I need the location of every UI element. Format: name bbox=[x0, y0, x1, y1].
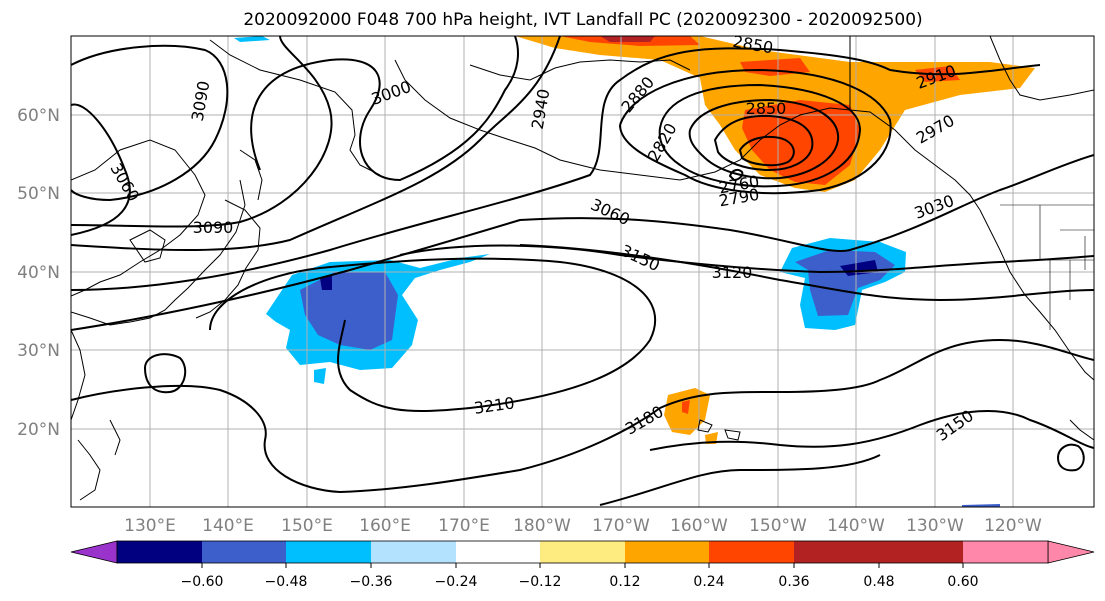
map-frame bbox=[70, 35, 1095, 508]
ivt-negative-shading bbox=[234, 36, 1000, 507]
colorbar-segment bbox=[625, 541, 709, 563]
colorbar-segment bbox=[202, 541, 286, 563]
colorbar-segment bbox=[879, 541, 963, 563]
contour-label: 3090 bbox=[193, 218, 234, 237]
colorbar-segment bbox=[371, 541, 456, 563]
lon-label: 150°W bbox=[749, 516, 807, 536]
chart-title: 2020092000 F048 700 hPa height, IVT Land… bbox=[243, 10, 922, 30]
colorbar-tick-label: −0.12 bbox=[519, 574, 562, 590]
height-contours bbox=[71, 36, 1094, 506]
colorbar-high-extension bbox=[1047, 540, 1095, 564]
contour-label: 2850 bbox=[746, 99, 787, 118]
lon-label: 140°W bbox=[827, 516, 885, 536]
contour-label: 2850 bbox=[731, 32, 774, 58]
coastlines bbox=[71, 36, 1094, 501]
lat-label: 20°N bbox=[17, 420, 60, 440]
colorbar-tick-label: 0.36 bbox=[778, 574, 809, 590]
colorbar-ticks bbox=[201, 563, 964, 568]
lon-label: 170°W bbox=[592, 516, 650, 536]
colorbar-segment bbox=[794, 541, 879, 563]
lat-label: 50°N bbox=[17, 184, 60, 204]
colorbar-tick-label: 0.48 bbox=[863, 574, 894, 590]
colorbar-segment bbox=[709, 541, 794, 563]
latitude-labels: 20°N 30°N 40°N 50°N 60°N bbox=[17, 106, 60, 440]
colorbar-tick-label: 0.12 bbox=[609, 574, 640, 590]
lon-label: 180°W bbox=[513, 516, 571, 536]
colorbar-segment bbox=[456, 541, 540, 563]
colorbar-segment bbox=[117, 541, 202, 563]
colorbar-tick-label: −0.48 bbox=[265, 574, 308, 590]
colorbar-tick-label: 0.24 bbox=[693, 574, 724, 590]
colorbar-tick-label: −0.36 bbox=[350, 574, 393, 590]
lon-label: 120°W bbox=[984, 516, 1042, 536]
colorbar-tick-label: 0.60 bbox=[947, 574, 978, 590]
colorbar-tick-label: −0.60 bbox=[181, 574, 224, 590]
colorbar-segment bbox=[963, 541, 1048, 563]
gridlines bbox=[71, 36, 1094, 507]
colorbar-segment bbox=[540, 541, 625, 563]
lon-label: 170°E bbox=[438, 516, 490, 536]
colorbar-outline bbox=[116, 540, 1049, 564]
lon-label: 160°E bbox=[359, 516, 411, 536]
lon-label: 130°W bbox=[906, 516, 964, 536]
lon-label: 160°W bbox=[670, 516, 728, 536]
contour-label: 3120 bbox=[712, 263, 753, 282]
colorbar-low-extension bbox=[70, 540, 118, 564]
lat-label: 60°N bbox=[17, 106, 60, 126]
lon-label: 130°E bbox=[124, 516, 176, 536]
lon-label: 150°E bbox=[281, 516, 333, 536]
lat-label: 30°N bbox=[17, 341, 60, 361]
lon-label: 140°E bbox=[202, 516, 254, 536]
longitude-labels: 130°E 140°E 150°E 160°E 170°E 180°W 170°… bbox=[124, 516, 1042, 536]
lat-label: 40°N bbox=[17, 263, 60, 283]
colorbar-tick-label: −0.24 bbox=[435, 574, 478, 590]
map-panel: 3090 3000 2940 2880 2850 2910 2820 2850 … bbox=[71, 32, 1094, 507]
colorbar: −0.60 −0.48 −0.36 −0.24 −0.12 0.12 0.24 … bbox=[70, 540, 1095, 590]
colorbar-segment bbox=[286, 541, 371, 563]
